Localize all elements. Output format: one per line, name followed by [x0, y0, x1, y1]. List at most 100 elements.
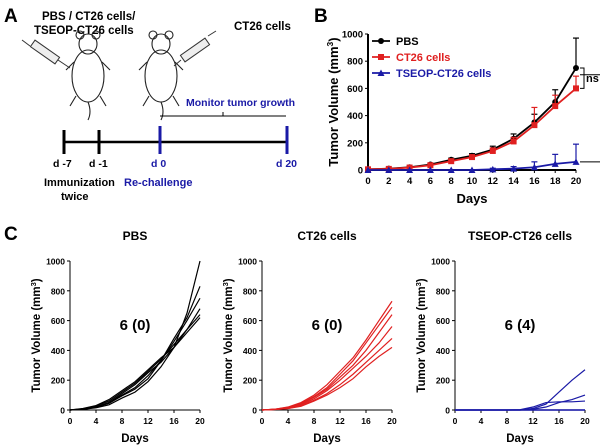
- x-tick-label: 16: [554, 416, 564, 426]
- x-tick-label: 8: [505, 416, 510, 426]
- ns-label: ns: [586, 73, 599, 85]
- y-axis-label: Tumor Volume (mm3): [414, 278, 429, 392]
- syringe-icon: [173, 30, 217, 67]
- y-tick-label: 0: [445, 406, 450, 416]
- count-label: 6 (0): [312, 317, 343, 334]
- x-tick-label: 10: [467, 176, 478, 187]
- legend-label: CT26 cells: [396, 52, 450, 64]
- panel-a-left-label-line1: PBS / CT26 cells/: [42, 11, 136, 23]
- x-tick-label: 4: [479, 416, 484, 426]
- y-axis-label-close: ): [326, 37, 341, 41]
- y-tick-label: 200: [347, 138, 363, 149]
- x-tick-label: 4: [407, 176, 413, 187]
- x-tick-label: 12: [488, 176, 499, 187]
- legend-marker: [378, 38, 384, 44]
- immunization-label-line1: Immunization: [44, 177, 115, 189]
- y-axis-label-sup: 3: [414, 282, 423, 286]
- x-tick-label: 20: [195, 416, 205, 426]
- y-tick-label: 200: [436, 376, 450, 386]
- y-axis-label-text: Tumor Volume (mm: [223, 286, 235, 392]
- y-axis-label-sup: 3: [325, 41, 335, 46]
- x-axis-label: Days: [121, 433, 149, 445]
- y-tick-label: 600: [347, 84, 363, 95]
- y-tick-label: 800: [436, 286, 450, 296]
- y-axis-label-text: Tumor Volume (mm: [416, 286, 428, 392]
- x-tick-label: 20: [580, 416, 590, 426]
- series-line: [261, 346, 393, 411]
- panel-a-right-label: CT26 cells: [234, 21, 291, 33]
- y-axis-label-text: Tumor Volume (mm: [31, 286, 43, 392]
- y-tick-label: 0: [60, 406, 65, 416]
- data-point: [406, 166, 414, 173]
- data-point: [573, 85, 579, 92]
- data-point: [573, 65, 579, 71]
- data-point: [468, 166, 476, 173]
- series-line: [455, 400, 586, 411]
- y-tick-label: 400: [243, 346, 257, 356]
- x-axis-label: Days: [456, 191, 487, 206]
- data-point: [469, 154, 475, 161]
- significance-bracket: [580, 74, 600, 163]
- x-tick-label: 8: [120, 416, 125, 426]
- series-line: [455, 394, 586, 411]
- x-axis-label: Days: [506, 433, 534, 445]
- data-point: [510, 165, 518, 172]
- y-tick-label: 0: [358, 166, 363, 177]
- x-tick-label: 2: [386, 176, 391, 187]
- y-tick-label: 800: [347, 57, 363, 68]
- monitor-label: Monitor tumor growth: [186, 97, 295, 109]
- x-tick-label: 12: [143, 416, 153, 426]
- data-point: [364, 166, 372, 173]
- y-tick-label: 200: [51, 376, 65, 386]
- y-tick-label: 600: [436, 316, 450, 326]
- tick-label: d -1: [89, 158, 108, 170]
- y-axis-label-sup: 3: [221, 282, 230, 286]
- ns-bracket: [580, 67, 585, 89]
- series-line: [261, 326, 393, 411]
- data-point: [427, 162, 434, 169]
- x-tick-label: 4: [94, 416, 99, 426]
- y-tick-label: 800: [243, 286, 257, 296]
- y-axis-label-close: ): [416, 278, 428, 282]
- data-point: [531, 122, 538, 129]
- panel-a: A PBS / CT26 cells/ TSEOP-CT26 cells CT2…: [4, 6, 297, 203]
- panel-title: TSEOP-CT26 cells: [468, 229, 572, 243]
- series-line: [69, 317, 201, 411]
- y-tick-label: 1000: [238, 257, 257, 267]
- y-axis-label-close: ): [223, 278, 235, 282]
- legend-marker: [378, 54, 384, 60]
- data-point: [426, 166, 434, 173]
- x-tick-label: 6: [428, 176, 433, 187]
- panel-a-letter: A: [4, 6, 18, 27]
- y-axis-label: Tumor Volume (mm3): [325, 37, 341, 166]
- panel-a-left-label-line2: TSEOP-CT26 cells: [34, 25, 134, 37]
- legend-label: PBS: [396, 36, 419, 48]
- series-line: [69, 308, 201, 411]
- x-tick-label: 0: [68, 416, 73, 426]
- x-tick-label: 8: [312, 416, 317, 426]
- y-tick-label: 800: [51, 286, 65, 296]
- rechallenge-label: Re-challenge: [124, 177, 192, 189]
- data-point: [510, 138, 517, 145]
- tick-label: d -7: [53, 158, 72, 170]
- mouse-icon: [65, 30, 111, 121]
- x-tick-label: 16: [361, 416, 371, 426]
- x-tick-label: 4: [286, 416, 291, 426]
- panel-b: B 0 2 4 6 8 10 12 14 16 18 2002004006008001000Days…: [314, 6, 600, 206]
- y-tick-label: 400: [436, 346, 450, 356]
- y-tick-label: 400: [51, 346, 65, 356]
- y-tick-label: 600: [51, 316, 65, 326]
- syringe-icon: [21, 39, 71, 69]
- y-axis-label: Tumor Volume (mm3): [29, 278, 44, 392]
- tick-label: d 0: [151, 158, 166, 170]
- x-axis-label: Days: [313, 433, 341, 445]
- data-point: [572, 158, 580, 165]
- x-tick-label: 12: [335, 416, 345, 426]
- data-point: [448, 158, 455, 165]
- y-tick-label: 600: [243, 316, 257, 326]
- x-tick-label: 20: [387, 416, 397, 426]
- data-point: [385, 166, 393, 173]
